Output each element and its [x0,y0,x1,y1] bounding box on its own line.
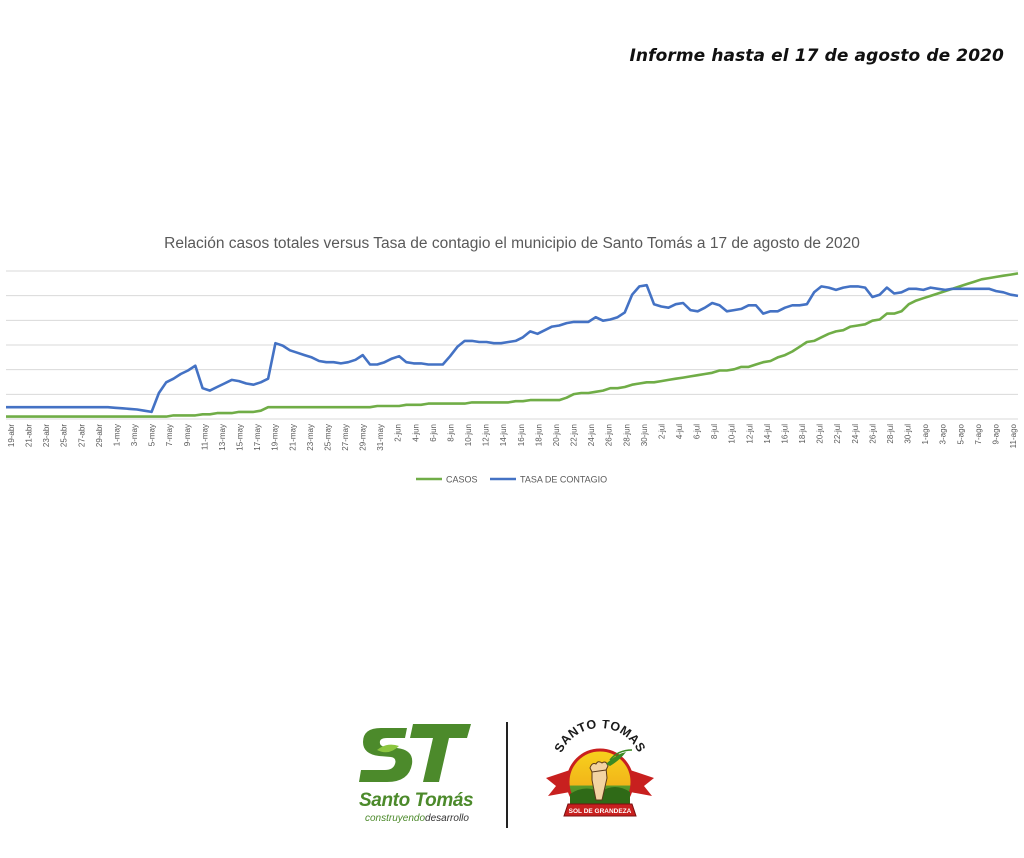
x-tick-label: 13-may [218,424,227,451]
x-tick-label: 24-jun [587,424,596,446]
legend-label: CASOS [446,475,478,485]
brand-name: Santo Tomás [359,790,474,811]
x-tick-label: 21-abr [25,424,34,447]
x-tick-label: 12-jun [482,424,491,446]
x-tick-label: 7-ago [974,423,983,444]
x-tick-label: 16-jul [781,424,790,444]
series-line-tasa-de-contagio [6,283,1019,414]
x-tick-label: 22-jul [833,424,842,444]
x-tick-label: 8-jul [710,424,719,439]
x-tick-label: 11-may [200,424,209,450]
x-tick-label: 26-jul [868,424,877,444]
brand-tagline: construyendodesarrollo [365,813,469,824]
x-tick-label: 14-jul [763,424,772,444]
x-tick-label: 25-may [323,424,332,451]
chart-title: Relación casos totales versus Tasa de co… [164,235,860,252]
x-tick-label: 16-jun [517,424,526,446]
santo-tomas-brand-logo: Santo Tomás construyendodesarrollo [355,718,480,828]
x-tick-label: 14-jun [499,424,508,446]
x-tick-label: 3-may [130,424,139,446]
x-tick-label: 20-jul [816,424,825,444]
x-tick-label: 22-jun [570,424,579,446]
x-tick-label: 10-jul [728,424,737,444]
x-tick-label: 5-may [148,424,157,446]
line-chart: 19-abr 21-abr 23-abr 25-abr 27-abr 29-abr 1-ma… [0,225,1024,505]
x-tick-label: 18-jun [534,424,543,446]
x-tick-label: 25-abr [60,424,69,447]
x-tick-label: 2-jul [657,424,666,439]
legend-label: TASA DE CONTAGIO [520,475,607,485]
report-date: Informe hasta el 17 de agosto de 2020 [629,46,1004,66]
x-tick-label: 18-jul [798,424,807,444]
x-tick-label: 9-may [183,424,192,446]
x-tick-label: 3-ago [939,423,948,444]
series-line-casos [6,272,1019,418]
x-tick-label: 1-may [113,424,122,446]
x-tick-label: 23-abr [42,424,51,447]
x-tick-label: 15-may [236,424,245,451]
svg-text:SOL DE GRANDEZA: SOL DE GRANDEZA [569,808,632,815]
x-tick-label: 4-jun [411,424,420,442]
x-tick-label: 9-ago [991,423,1000,444]
chart-canvas: 19-abr 21-abr 23-abr 25-abr 27-abr 29-abr 1-ma… [6,270,1019,485]
x-tick-label: 20-jun [552,424,561,446]
x-tick-label: 1-ago [921,423,930,444]
logo-divider [506,722,508,828]
x-tick-label: 24-jul [851,424,860,444]
x-tick-label: 8-jun [447,424,456,442]
x-tick-label: 30-jul [904,424,913,444]
footer-logos: Santo Tomás construyendodesarrollo SANTO… [355,717,675,833]
x-tick-label: 27-abr [77,424,86,447]
x-tick-label: 12-jul [745,424,754,444]
x-tick-label: 26-jun [605,424,614,446]
x-tick-label: 11-ago [1009,423,1018,448]
x-tick-label: 29-abr [95,424,104,447]
x-tick-label: 7-may [165,424,174,446]
x-tick-label: 29-may [359,424,368,451]
x-tick-label: 19-abr [7,424,16,447]
x-tick-label: 21-may [288,424,297,451]
municipal-seal: SANTO TOMAS SOL DE GRANDEZA [540,717,660,830]
x-tick-label: 2-jun [394,424,403,442]
x-tick-label: 6-jun [429,424,438,442]
x-tick-label: 27-may [341,424,350,451]
x-tick-label: 5-ago [956,423,965,444]
st-monogram-icon [359,724,471,782]
x-tick-label: 4-jul [675,424,684,439]
x-tick-label: 28-jun [622,424,631,446]
seal-emblem-icon: SANTO TOMAS SOL DE GRANDEZA [546,717,654,817]
x-tick-label: 30-jun [640,424,649,446]
x-tick-label: 17-may [253,424,262,451]
x-tick-label: 31-may [376,424,385,451]
x-tick-label: 6-jul [693,424,702,439]
x-tick-label: 23-may [306,424,315,451]
x-tick-label: 10-jun [464,424,473,446]
x-tick-label: 28-jul [886,424,895,444]
x-tick-label: 19-may [271,424,280,451]
